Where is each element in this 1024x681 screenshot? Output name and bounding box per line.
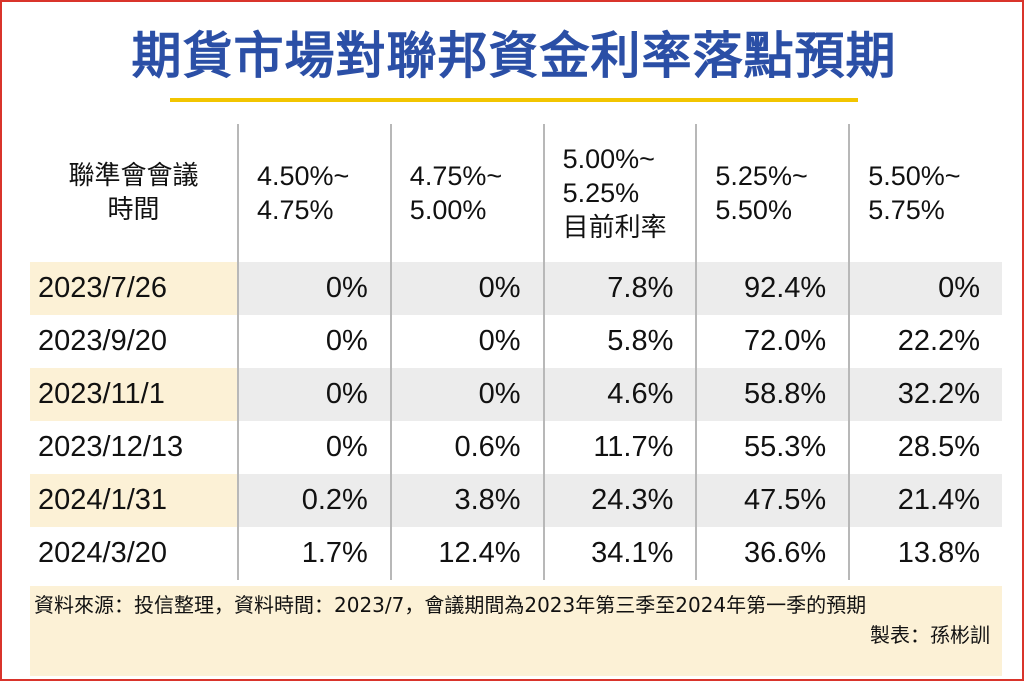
meeting-date-cell: 2023/11/1	[30, 368, 238, 421]
probability-cell: 92.4%	[695, 262, 850, 315]
probability-cell: 21.4%	[848, 474, 1002, 527]
table-row: 2023/12/13 0% 0.6% 11.7% 55.3% 28.5%	[30, 421, 1002, 474]
probability-cell: 1.7%	[237, 527, 391, 580]
probability-cell: 5.8%	[542, 315, 697, 368]
header-line: 5.25%	[562, 177, 640, 208]
header-rate-range: 5.25%~ 5.50%	[695, 124, 850, 262]
probability-cell: 55.3%	[695, 421, 850, 474]
author-credit: 製表：孫彬訓	[870, 623, 990, 647]
probability-cell: 32.2%	[848, 368, 1002, 421]
meeting-date-cell: 2023/7/26	[30, 262, 238, 315]
header-rate-range: 5.50%~ 5.75%	[848, 124, 1002, 262]
header-line: 5.75%	[868, 195, 945, 225]
probability-cell: 0%	[389, 315, 544, 368]
meeting-date-cell: 2023/12/13	[38, 431, 184, 463]
header-line: 5.50%~	[868, 161, 961, 191]
header-rate-range-current: 5.00%~ 5.25% 目前利率	[542, 124, 697, 262]
header-line: 4.75%	[257, 195, 334, 225]
meeting-date-cell: 2024/1/31	[30, 474, 238, 527]
meeting-date-cell: 2024/3/20	[38, 537, 168, 569]
probability-cell: 0%	[237, 368, 391, 421]
header-rate-range: 4.50%~ 4.75%	[237, 124, 391, 262]
table-row: 2023/7/26 0% 0% 7.8% 92.4% 0%	[30, 262, 1002, 315]
probability-cell: 0%	[237, 421, 391, 474]
probability-cell: 34.1%	[542, 527, 697, 580]
table-body: 2023/7/26 0% 0% 7.8% 92.4% 0% 2023/9/20 0% 0% 5.8…	[30, 262, 1002, 580]
header-line: 5.25%~	[715, 161, 808, 191]
header-line: 聯準會會議	[68, 161, 199, 191]
footer-note: 資料來源：投信整理，資料時間：2023/7，會議期間為2023年第三季至2024…	[30, 586, 1002, 676]
probability-cell: 0.6%	[389, 421, 544, 474]
probability-cell: 47.5%	[695, 474, 850, 527]
title-underline	[170, 98, 858, 102]
probability-cell: 0%	[389, 262, 544, 315]
probability-cell: 3.8%	[389, 474, 544, 527]
header-line: 5.50%	[715, 195, 792, 225]
chart-title: 期貨市場對聯邦資金利率落點預期	[131, 27, 897, 85]
table-row: 2023/9/20 0% 0% 5.8% 72.0% 22.2%	[30, 315, 1002, 368]
probability-cell: 22.2%	[848, 315, 1002, 368]
current-rate-label: 目前利率	[562, 212, 667, 243]
header-rate-range: 4.75%~ 5.00%	[389, 124, 544, 262]
header-line: 時間	[107, 195, 160, 225]
probability-cell: 0%	[237, 315, 391, 368]
probability-cell: 0.2%	[237, 474, 391, 527]
header-line: 5.00%	[409, 195, 487, 225]
probability-cell: 13.8%	[848, 527, 1002, 580]
probability-cell: 12.4%	[389, 527, 544, 580]
header-line: 4.50%~	[257, 161, 350, 191]
probability-cell: 4.6%	[542, 368, 697, 421]
probability-cell: 36.6%	[695, 527, 850, 580]
probability-cell: 58.8%	[695, 368, 850, 421]
probability-cell: 0%	[848, 262, 1002, 315]
probability-cell: 72.0%	[695, 315, 850, 368]
rate-probability-table: 聯準會會議 時間 4.50%~ 4.75% 4.75%~ 5.00% 5.00%…	[30, 124, 1002, 580]
meeting-date-cell: 2023/9/20	[38, 325, 168, 357]
table-row: 2024/1/31 0.2% 3.8% 24.3% 47.5% 21.4%	[30, 474, 1002, 527]
header-line: 4.75%~	[409, 161, 503, 191]
header-row: 聯準會會議 時間 4.50%~ 4.75% 4.75%~ 5.00% 5.00%…	[30, 124, 1002, 262]
probability-cell: 0%	[237, 262, 391, 315]
probability-cell: 0%	[389, 368, 544, 421]
header-meeting-date: 聯準會會議 時間	[30, 124, 238, 262]
probability-cell: 28.5%	[848, 421, 1002, 474]
table-row: 2024/3/20 1.7% 12.4% 34.1% 36.6% 13.8%	[30, 527, 1002, 580]
header-line: 5.00%~	[562, 143, 655, 174]
probability-cell: 7.8%	[542, 262, 697, 315]
probability-cell: 11.7%	[542, 421, 697, 474]
probability-cell: 24.3%	[542, 474, 697, 527]
table-row: 2023/11/1 0% 0% 4.6% 58.8% 32.2%	[30, 368, 1002, 421]
source-note: 資料來源：投信整理，資料時間：2023/7，會議期間為2023年第三季至2024…	[34, 593, 867, 617]
